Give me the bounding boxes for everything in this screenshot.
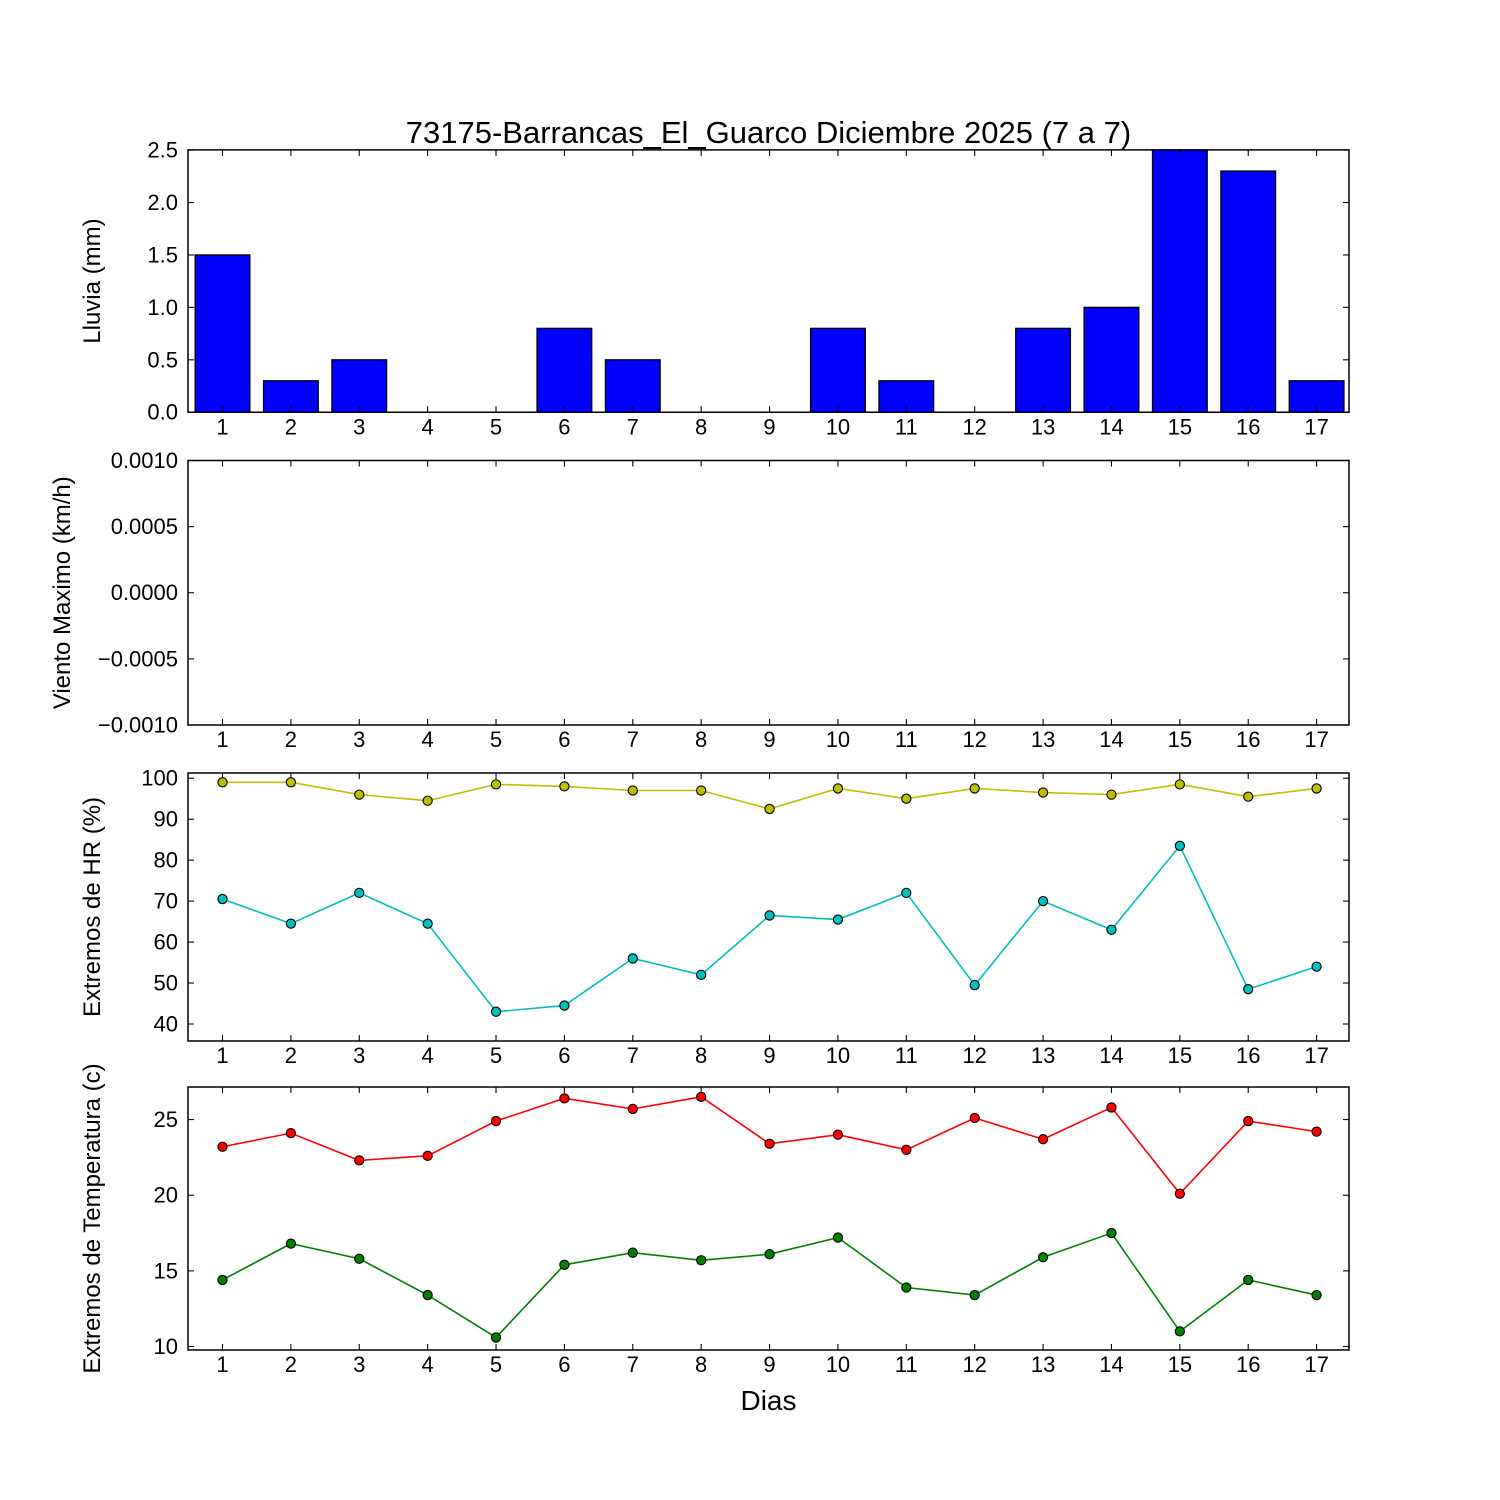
svg-text:1.5: 1.5 xyxy=(147,242,178,267)
svg-text:10: 10 xyxy=(826,414,850,439)
svg-text:50: 50 xyxy=(154,971,178,996)
svg-text:15: 15 xyxy=(1168,1043,1192,1068)
svg-text:16: 16 xyxy=(1236,1352,1260,1377)
svg-text:11: 11 xyxy=(895,1043,918,1068)
svg-text:6: 6 xyxy=(558,414,570,439)
svg-text:1.0: 1.0 xyxy=(147,295,178,320)
svg-text:11: 11 xyxy=(895,727,918,752)
svg-text:7: 7 xyxy=(627,727,639,752)
svg-text:7: 7 xyxy=(627,1043,639,1068)
svg-text:3: 3 xyxy=(353,1043,365,1068)
svg-text:3: 3 xyxy=(353,1352,365,1377)
svg-text:3: 3 xyxy=(353,414,365,439)
svg-text:Dias: Dias xyxy=(740,1385,796,1416)
svg-text:14: 14 xyxy=(1099,414,1123,439)
svg-text:−0.0010: −0.0010 xyxy=(98,712,178,737)
svg-text:17: 17 xyxy=(1304,727,1328,752)
svg-text:14: 14 xyxy=(1099,727,1123,752)
svg-text:9: 9 xyxy=(763,727,775,752)
svg-text:14: 14 xyxy=(1099,1352,1123,1377)
svg-text:0.0: 0.0 xyxy=(147,400,178,425)
svg-text:12: 12 xyxy=(962,1043,986,1068)
svg-text:80: 80 xyxy=(154,848,178,873)
svg-text:Extremos de Temperatura (c): Extremos de Temperatura (c) xyxy=(79,1063,106,1373)
svg-text:90: 90 xyxy=(154,807,178,832)
svg-text:10: 10 xyxy=(826,1043,850,1068)
svg-text:8: 8 xyxy=(695,727,707,752)
svg-text:6: 6 xyxy=(558,727,570,752)
svg-text:2: 2 xyxy=(285,1043,297,1068)
svg-text:17: 17 xyxy=(1304,1352,1328,1377)
svg-text:1: 1 xyxy=(216,1352,228,1377)
svg-text:16: 16 xyxy=(1236,1043,1260,1068)
svg-text:2.0: 2.0 xyxy=(147,190,178,215)
svg-text:1: 1 xyxy=(216,727,228,752)
svg-text:8: 8 xyxy=(695,1352,707,1377)
svg-text:60: 60 xyxy=(154,930,178,955)
svg-text:Lluvia (mm): Lluvia (mm) xyxy=(79,218,106,343)
svg-text:13: 13 xyxy=(1031,1352,1055,1377)
svg-text:8: 8 xyxy=(695,1043,707,1068)
svg-text:5: 5 xyxy=(490,1043,502,1068)
svg-text:17: 17 xyxy=(1304,414,1328,439)
svg-text:13: 13 xyxy=(1031,1043,1055,1068)
svg-text:73175-Barrancas_El_Guarco Dici: 73175-Barrancas_El_Guarco Diciembre 2025… xyxy=(406,115,1131,150)
svg-text:2: 2 xyxy=(285,414,297,439)
svg-text:Viento Maximo (km/h): Viento Maximo (km/h) xyxy=(49,476,76,709)
svg-text:8: 8 xyxy=(695,414,707,439)
svg-text:10: 10 xyxy=(826,727,850,752)
svg-text:4: 4 xyxy=(422,1043,434,1068)
svg-text:2.5: 2.5 xyxy=(147,138,178,163)
svg-text:7: 7 xyxy=(627,414,639,439)
svg-text:1: 1 xyxy=(216,414,228,439)
svg-text:15: 15 xyxy=(1168,1352,1192,1377)
svg-text:5: 5 xyxy=(490,727,502,752)
svg-text:−0.0005: −0.0005 xyxy=(98,646,178,671)
svg-text:11: 11 xyxy=(895,1352,918,1377)
svg-text:10: 10 xyxy=(826,1352,850,1377)
svg-text:6: 6 xyxy=(558,1352,570,1377)
svg-text:0.0010: 0.0010 xyxy=(111,448,178,473)
svg-text:13: 13 xyxy=(1031,414,1055,439)
svg-text:15: 15 xyxy=(154,1258,178,1283)
svg-text:25: 25 xyxy=(154,1107,178,1132)
svg-text:15: 15 xyxy=(1168,727,1192,752)
svg-text:16: 16 xyxy=(1236,414,1260,439)
svg-text:11: 11 xyxy=(895,414,918,439)
svg-text:15: 15 xyxy=(1168,414,1192,439)
svg-text:2: 2 xyxy=(285,727,297,752)
svg-text:10: 10 xyxy=(154,1334,178,1359)
svg-text:12: 12 xyxy=(962,727,986,752)
svg-text:16: 16 xyxy=(1236,727,1260,752)
svg-text:40: 40 xyxy=(154,1011,178,1036)
svg-text:20: 20 xyxy=(154,1183,178,1208)
svg-text:0.0005: 0.0005 xyxy=(111,514,178,539)
svg-text:14: 14 xyxy=(1099,1043,1123,1068)
svg-text:70: 70 xyxy=(154,889,178,914)
svg-text:12: 12 xyxy=(962,414,986,439)
svg-text:4: 4 xyxy=(422,727,434,752)
svg-text:5: 5 xyxy=(490,414,502,439)
svg-text:9: 9 xyxy=(763,1352,775,1377)
svg-text:0.5: 0.5 xyxy=(147,347,178,372)
svg-text:4: 4 xyxy=(422,414,434,439)
svg-text:6: 6 xyxy=(558,1043,570,1068)
svg-text:3: 3 xyxy=(353,727,365,752)
svg-text:5: 5 xyxy=(490,1352,502,1377)
svg-text:7: 7 xyxy=(627,1352,639,1377)
svg-text:100: 100 xyxy=(141,766,178,791)
svg-text:9: 9 xyxy=(763,1043,775,1068)
svg-text:0.0000: 0.0000 xyxy=(111,580,178,605)
svg-text:4: 4 xyxy=(422,1352,434,1377)
svg-text:9: 9 xyxy=(763,414,775,439)
svg-text:13: 13 xyxy=(1031,727,1055,752)
svg-text:17: 17 xyxy=(1304,1043,1328,1068)
svg-text:Extremos de HR (%): Extremos de HR (%) xyxy=(79,797,106,1017)
svg-text:2: 2 xyxy=(285,1352,297,1377)
svg-text:1: 1 xyxy=(216,1043,228,1068)
svg-text:12: 12 xyxy=(962,1352,986,1377)
